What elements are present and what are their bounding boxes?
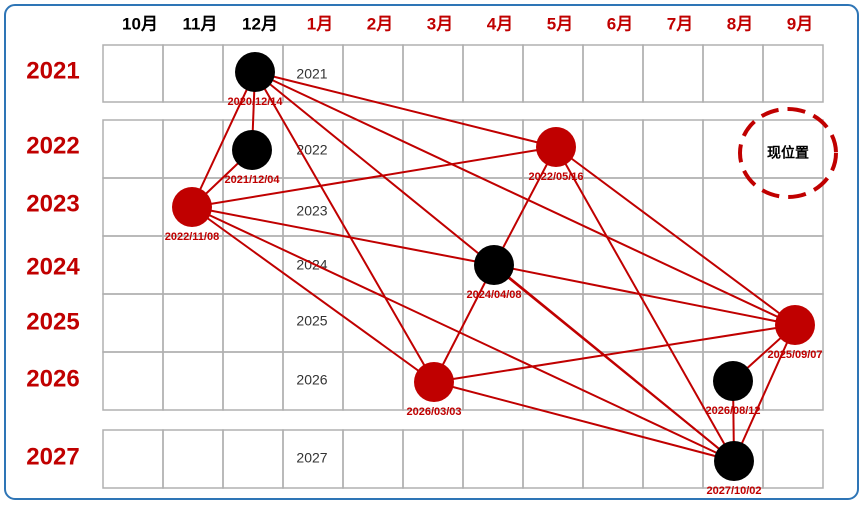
edge [433,381,735,462]
edge [191,206,735,462]
side-year: 2023 [26,190,79,217]
node [474,245,514,285]
month-label: 7月 [667,14,693,33]
month-label: 3月 [427,14,453,33]
edge [191,206,495,266]
month-label: 8月 [727,14,753,33]
grid: 10月 11月 12月 1月 2月 3月 4月 5月 6月 7月 8月 9月 2021 2022 2023 2… [26,14,824,489]
side-year: 2027 [26,443,79,470]
node-label: 2025/09/07 [767,349,822,361]
row-year: 2025 [296,313,327,329]
edge [433,264,495,383]
node [713,361,753,401]
node-label: 2020/12/14 [227,96,283,108]
edge [191,71,256,208]
side-year: 2024 [26,253,80,280]
row-year: 2023 [296,203,327,219]
edge [493,264,796,326]
side-year: 2021 [26,57,79,84]
edge [191,146,557,208]
month-label: 10月 [122,14,158,33]
node-label: 2022/11/08 [165,231,219,243]
edge [254,71,557,148]
month-label: 9月 [787,14,813,33]
edge [493,264,735,462]
edge [555,146,735,462]
node [235,52,275,92]
current-position-ring [738,107,838,199]
grid-cell [762,351,824,411]
month-label: 11月 [183,14,218,33]
node [414,362,454,402]
row-year: 2021 [296,66,327,82]
month-label: 1月 [307,14,333,33]
node-label: 2026/03/03 [406,406,461,418]
side-year: 2026 [26,365,79,392]
node [172,187,212,227]
edge [555,146,796,326]
node-label: 2024/04/08 [466,289,521,301]
grid-cell [762,429,824,489]
node [714,441,754,481]
nodes: 2020/12/14 2021/12/04 2022/11/08 2022/05/16… [165,52,823,497]
row-year: 2022 [296,142,327,158]
edge [254,71,796,326]
month-label: 2月 [367,14,393,33]
row-year: 2026 [296,372,327,388]
node-label: 2021/12/04 [224,174,280,186]
edge [733,324,796,462]
edge [433,324,796,383]
side-year: 2025 [26,308,79,335]
month-label: 6月 [607,14,633,33]
edges [191,71,796,462]
node-label: 2022/05/16 [528,171,583,183]
side-year: 2022 [26,132,79,159]
edge [191,206,435,383]
month-label: 5月 [547,14,573,33]
row-year: 2027 [296,450,327,466]
node-label: 2027/10/02 [706,485,761,497]
node [232,130,272,170]
edge [493,146,557,266]
current-position-label: 现位置 [767,145,809,161]
node [536,127,576,167]
edge [254,71,435,383]
grid-cell [762,44,824,103]
node [775,305,815,345]
month-label: 12月 [242,14,278,33]
node-label: 2026/08/12 [705,405,760,417]
month-label: 4月 [487,14,513,33]
